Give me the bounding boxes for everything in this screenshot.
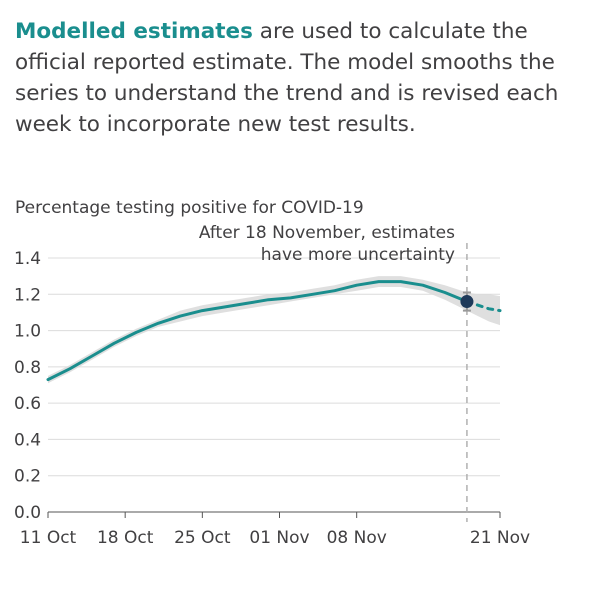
annotation: After 18 November, estimates have more u… [199,223,468,522]
y-tick-label: 0.6 [14,394,41,414]
y-tick-label: 1.0 [14,322,41,342]
y-axis: 0.0 0.2 0.4 0.6 0.8 1.0 1.2 1.4 [14,249,41,523]
chart: Percentage testing positive for COVID-19… [14,198,530,548]
x-tick-label: 18 Oct [97,528,154,548]
chart-title: Percentage testing positive for COVID-19 [15,198,364,218]
gridlines [48,257,500,513]
annotation-line-1: After 18 November, estimates [199,223,455,243]
data-point [460,295,474,309]
y-tick-label: 0.2 [14,467,41,487]
y-tick-label: 0.0 [14,503,41,523]
y-tick-label: 0.4 [14,430,41,450]
y-tick-label: 1.2 [14,285,41,305]
x-axis: 11 Oct 18 Oct 25 Oct 01 Nov 08 Nov 21 Nov [20,512,530,548]
estimate-line [46,280,469,382]
x-tick-label: 08 Nov [327,528,387,548]
x-tick-label: 01 Nov [249,528,309,548]
intro-paragraph: Modelled estimates are used to calculate… [15,16,590,140]
confidence-band [466,292,500,326]
y-tick-label: 1.4 [14,249,41,269]
intro-highlight: Modelled estimates [15,19,253,44]
annotation-line-2: have more uncertainty [261,245,455,265]
intro-text: are used to calculate the official repor… [15,19,559,137]
x-tick-label: 21 Nov [470,528,530,548]
y-tick-label: 0.8 [14,358,41,378]
latest-estimate-marker [460,291,474,312]
x-tick-label: 25 Oct [174,528,231,548]
x-tick-label: 11 Oct [20,528,77,548]
